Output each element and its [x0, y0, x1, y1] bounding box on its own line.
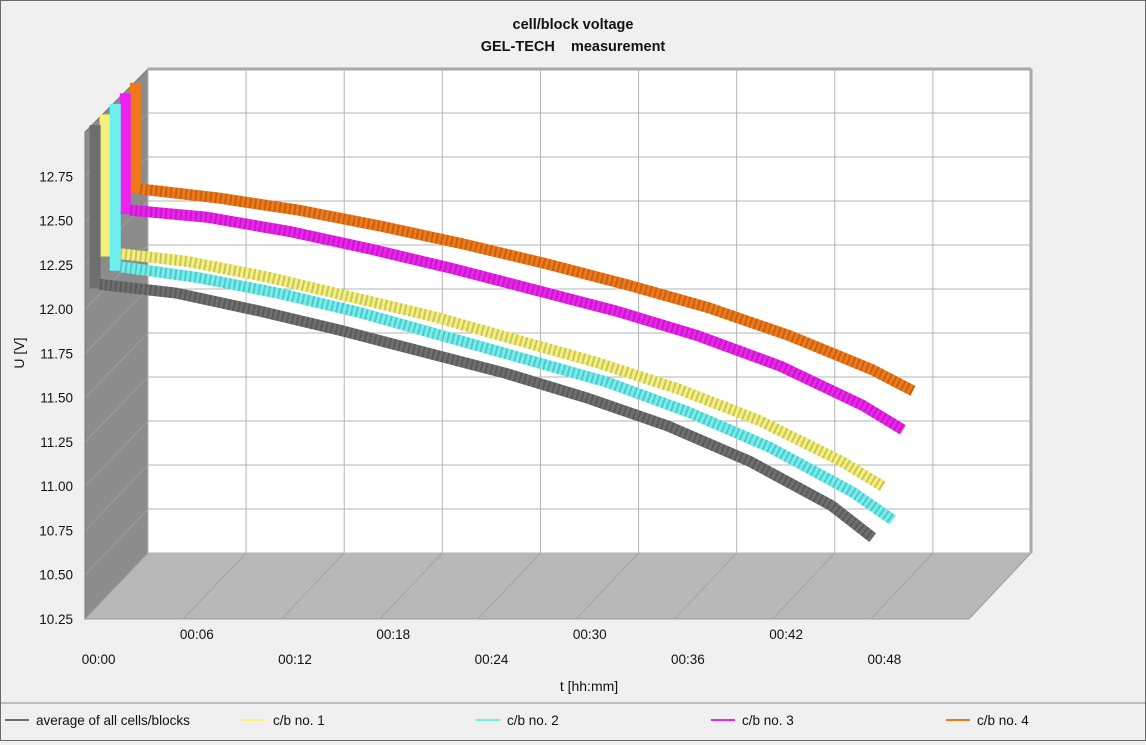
y-tick-label: 12.75	[39, 169, 73, 184]
series-group	[109, 103, 896, 525]
series-group	[129, 82, 916, 396]
y-tick-label: 11.25	[40, 435, 73, 450]
y-tick-label: 11.50	[40, 391, 73, 406]
x-tick-label: 00:06	[180, 627, 214, 642]
grid-line-side	[84, 376, 149, 443]
x-tick-label: 00:36	[671, 652, 705, 667]
grid-line-side	[84, 420, 149, 487]
grid-line-side	[84, 464, 149, 531]
chart-title: cell/block voltage	[513, 17, 634, 33]
series-group	[99, 114, 886, 492]
chart-subtitle: GEL-TECH measurement	[481, 39, 666, 55]
grid-line-side	[84, 288, 149, 354]
series-line	[99, 278, 877, 542]
grid-line-side	[84, 332, 149, 398]
y-axis-label: U [V]	[11, 337, 27, 368]
series-line	[119, 261, 896, 525]
x-tick-label: 00:12	[278, 652, 312, 667]
series-line-texture	[129, 204, 906, 435]
series-line	[109, 247, 886, 492]
grid-line-floor	[673, 552, 738, 620]
y-tick-label: 12.25	[39, 258, 73, 273]
series-line-texture	[139, 183, 916, 396]
y-tick-label: 11.00	[40, 479, 73, 494]
series-group	[89, 124, 877, 542]
series-line	[129, 204, 906, 435]
series-line	[139, 183, 916, 396]
y-tick-label: 12.00	[39, 302, 73, 317]
legend-label: c/b no. 4	[977, 713, 1029, 728]
x-tick-label: 00:30	[573, 627, 607, 642]
x-tick-label: 00:42	[769, 627, 803, 642]
grid-line-floor	[870, 552, 934, 620]
floor	[83, 552, 1033, 620]
legend-label: c/b no. 2	[507, 713, 559, 728]
grid-line-floor	[379, 552, 443, 620]
y-tick-label: 10.75	[39, 523, 73, 538]
x-axis-label: t [hh:mm]	[560, 678, 618, 694]
y-tick-label: 12.50	[39, 214, 73, 229]
x-tick-label: 00:18	[376, 627, 410, 642]
x-tick-label: 00:00	[82, 652, 116, 667]
grid-line-floor	[477, 552, 541, 620]
legend-label: c/b no. 3	[742, 713, 794, 728]
grid-line-floor	[84, 552, 149, 620]
legend: average of all cells/blocks c/b no. 1 c/b …	[5, 713, 1029, 728]
grid-line-floor	[772, 552, 836, 620]
y-tick-label: 10.25	[39, 612, 73, 627]
grid-line-floor	[182, 552, 247, 620]
legend-label: average of all cells/blocks	[36, 713, 190, 728]
series-group	[119, 93, 906, 435]
grid-line-floor	[281, 552, 345, 620]
series-line-texture	[99, 278, 877, 542]
x-tick-label: 00:24	[475, 652, 509, 667]
grid-line-side	[84, 508, 149, 576]
y-tick-label: 11.75	[40, 346, 73, 361]
legend-label: c/b no. 1	[273, 713, 325, 728]
series-line-texture	[119, 261, 896, 525]
x-tick-label: 00:48	[867, 652, 901, 667]
grid-line-floor	[575, 552, 639, 620]
y-tick-label: 10.50	[39, 568, 73, 583]
